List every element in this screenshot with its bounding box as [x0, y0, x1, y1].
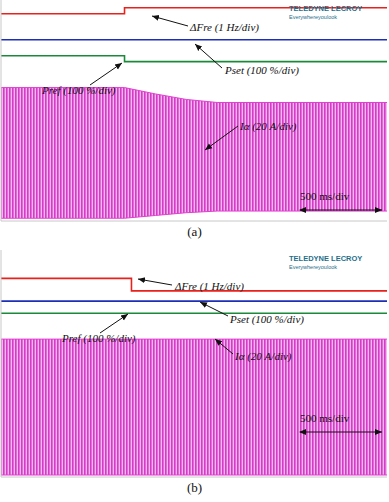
svg-text:Everywhereyoulook: Everywhereyoulook	[289, 264, 337, 270]
svg-text:Pset (100 %/div): Pset (100 %/div)	[229, 313, 304, 326]
svg-text:Everywhereyoulook: Everywhereyoulook	[289, 14, 337, 20]
svg-text:500 ms/div: 500 ms/div	[300, 190, 350, 202]
svg-text:ΔFre (1 Hz/div): ΔFre (1 Hz/div)	[174, 280, 244, 293]
svg-text:TELEDYNE LECROY: TELEDYNE LECROY	[289, 254, 362, 263]
svg-text:500 ms/div: 500 ms/div	[300, 412, 350, 424]
html-text:(a): (a)	[187, 224, 202, 239]
svg-text:ΔFre (1 Hz/div): ΔFre (1 Hz/div)	[189, 21, 259, 34]
svg-text:Pset (100 %/div): Pset (100 %/div)	[224, 64, 299, 77]
svg-text:TELEDYNE LECROY: TELEDYNE LECROY	[289, 4, 362, 13]
svg-text:Iα (20 A/div): Iα (20 A/div)	[239, 120, 297, 133]
svg-text:Pref (100 %/div): Pref (100 %/div)	[61, 332, 136, 345]
html-text:(b): (b)	[186, 480, 203, 495]
svg-text:Pref (100 %/div): Pref (100 %/div)	[41, 84, 116, 97]
svg-text:Iα (20 A/div): Iα (20 A/div)	[234, 350, 292, 363]
